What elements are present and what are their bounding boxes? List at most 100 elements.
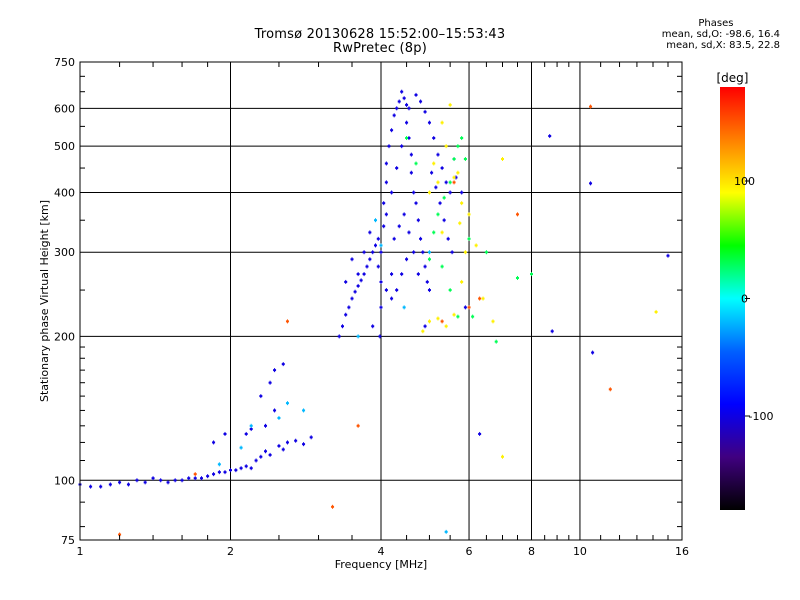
data-point-cross xyxy=(413,250,415,255)
plot-frame xyxy=(79,61,683,541)
data-point-cross xyxy=(218,462,220,467)
y-tick-label: 750 xyxy=(54,56,75,69)
data-point-cross xyxy=(303,408,305,413)
data-point-cross xyxy=(295,438,297,443)
data-point-cross xyxy=(377,236,379,241)
data-point-cross xyxy=(428,190,430,195)
data-point-cross xyxy=(286,401,288,406)
data-point-cross xyxy=(417,218,419,223)
data-point-cross xyxy=(398,99,400,104)
data-point-cross xyxy=(475,243,477,248)
data-point-cross xyxy=(269,380,271,385)
data-point-cross xyxy=(188,476,190,481)
data-point-cross xyxy=(441,319,443,324)
data-point-cross xyxy=(472,314,474,319)
data-point-cross xyxy=(366,264,368,269)
data-point-cross xyxy=(428,257,430,262)
y-tick-label: 100 xyxy=(54,474,75,487)
data-point-cross xyxy=(457,314,459,319)
data-point-cross xyxy=(363,272,365,277)
data-point-cross xyxy=(502,157,504,162)
data-point-cross xyxy=(403,96,405,101)
data-point-cross xyxy=(461,201,463,206)
data-point-cross xyxy=(479,296,481,301)
data-point-cross xyxy=(160,478,162,483)
data-point-cross xyxy=(385,180,387,185)
data-point-cross xyxy=(495,339,497,344)
data-point-cross xyxy=(435,185,437,190)
data-point-cross xyxy=(441,230,443,235)
x-tick-label: 10 xyxy=(573,545,587,558)
data-point-cross xyxy=(403,305,405,310)
data-point-cross xyxy=(286,440,288,445)
data-point-cross xyxy=(428,288,430,293)
data-point-cross xyxy=(531,272,532,277)
data-point-cross xyxy=(415,92,417,97)
data-point-cross xyxy=(461,279,463,284)
data-point-cross xyxy=(396,166,398,171)
data-point-cross xyxy=(415,161,417,166)
data-point-cross xyxy=(447,236,449,241)
data-point-cross xyxy=(401,89,403,94)
data-point-cross xyxy=(351,296,353,301)
colorbar-tick-label: -100 xyxy=(749,410,774,423)
chart-subtitle: RwPretec (8p) xyxy=(333,41,427,56)
data-point-cross xyxy=(278,415,280,420)
data-point-cross xyxy=(401,272,403,277)
data-point-cross xyxy=(441,166,443,171)
data-point-cross xyxy=(406,120,408,125)
data-point-cross xyxy=(380,250,382,255)
data-point-cross xyxy=(408,230,410,235)
data-point-cross xyxy=(424,109,426,114)
data-point-cross xyxy=(443,195,445,200)
x-axis-label: Frequency [MHz] xyxy=(335,558,427,571)
data-point-cross xyxy=(396,288,398,293)
y-tick-label: 75 xyxy=(61,534,75,547)
data-point-cross xyxy=(433,161,435,166)
x-tick-label: 16 xyxy=(675,545,689,558)
data-point-cross xyxy=(286,319,288,324)
data-point-cross xyxy=(201,476,203,481)
data-point-cross xyxy=(90,484,92,489)
data-point-cross xyxy=(354,289,356,294)
data-point-cross xyxy=(357,423,359,428)
data-point-cross xyxy=(360,278,362,283)
data-point-cross xyxy=(502,454,504,459)
data-point-cross xyxy=(424,264,426,269)
data-point-cross xyxy=(377,264,379,269)
data-point-cross xyxy=(255,458,257,463)
data-point-cross xyxy=(136,478,138,483)
data-point-cross xyxy=(449,180,451,185)
data-point-cross xyxy=(406,102,408,107)
data-point-cross xyxy=(357,334,359,339)
phase-stats-x-mode: mean, sd,X: 83.5, 22.8 xyxy=(666,40,780,51)
data-point-cross xyxy=(127,482,129,487)
data-point-cross xyxy=(391,296,393,301)
data-point-cross xyxy=(375,243,377,248)
data-point-cross xyxy=(274,408,276,413)
data-point-cross xyxy=(282,362,284,367)
data-point-cross xyxy=(194,472,196,477)
data-point-cross xyxy=(338,334,340,339)
data-point-cross xyxy=(433,230,435,235)
data-point-cross xyxy=(422,329,424,334)
data-point-cross xyxy=(464,305,466,310)
y-tick-label: 500 xyxy=(54,140,75,153)
data-point-cross xyxy=(449,102,451,107)
data-point-cross xyxy=(437,152,439,157)
data-point-cross xyxy=(363,250,365,255)
data-point-cross xyxy=(278,443,280,448)
data-point-cross xyxy=(230,468,231,473)
data-point-cross xyxy=(213,440,215,445)
data-point-cross xyxy=(417,272,419,277)
data-point-cross xyxy=(551,329,553,334)
data-point-cross xyxy=(380,279,382,284)
data-point-cross xyxy=(391,190,393,195)
y-axis-label: Stationary phase Virtual Height [km] xyxy=(38,200,51,402)
data-point-cross xyxy=(516,275,518,280)
data-point-cross xyxy=(194,476,196,481)
data-point-cross xyxy=(260,394,262,399)
data-point-cross xyxy=(250,423,252,428)
data-point-cross xyxy=(345,312,347,317)
